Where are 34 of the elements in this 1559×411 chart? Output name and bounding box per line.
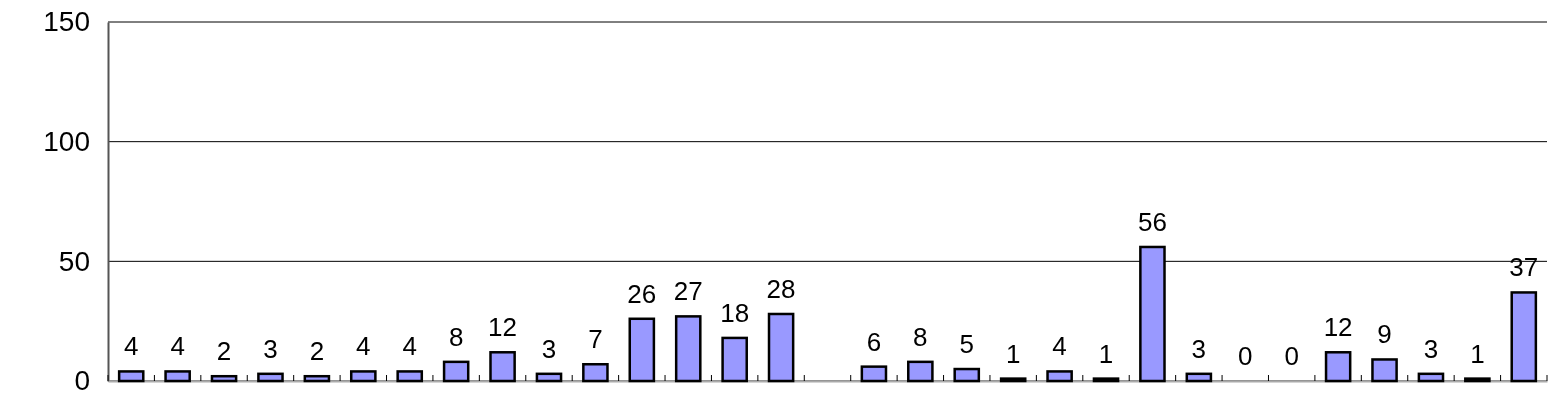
- data-label: 3: [1423, 333, 1439, 364]
- y-tick-label: 150: [43, 6, 90, 38]
- data-label: 2: [216, 336, 232, 367]
- data-label: 4: [123, 331, 139, 362]
- data-label: 2: [309, 336, 325, 367]
- data-label: 12: [1323, 312, 1353, 343]
- data-label: 12: [488, 312, 518, 343]
- data-label: 1: [1098, 338, 1114, 369]
- data-label: 56: [1137, 206, 1167, 237]
- data-label: 8: [913, 321, 928, 352]
- data-label: 4: [1052, 331, 1067, 362]
- data-label: 28: [766, 273, 796, 304]
- data-label: 4: [170, 331, 185, 362]
- data-label: 4: [402, 331, 417, 362]
- data-label: 7: [588, 324, 603, 355]
- data-label: 3: [263, 333, 278, 364]
- data-label: 0: [1284, 341, 1299, 371]
- data-label: 0: [1238, 341, 1253, 371]
- data-label: 37: [1509, 252, 1539, 283]
- data-label: 9: [1377, 319, 1392, 350]
- data-label: 6: [866, 326, 882, 357]
- y-tick-label: 100: [43, 126, 90, 158]
- data-label: 3: [541, 333, 557, 364]
- data-label: 4: [356, 331, 371, 362]
- data-label: 5: [959, 329, 974, 360]
- data-label: 3: [1191, 333, 1207, 364]
- data-label: 26: [627, 278, 657, 309]
- y-tick-label: 50: [58, 245, 90, 277]
- data-label: 27: [673, 276, 703, 307]
- y-tick-label: 0: [74, 365, 90, 397]
- data-label: 1: [1470, 338, 1485, 369]
- data-label: 18: [720, 297, 750, 328]
- data-label: 1: [1005, 338, 1021, 369]
- data-label: 8: [448, 321, 464, 352]
